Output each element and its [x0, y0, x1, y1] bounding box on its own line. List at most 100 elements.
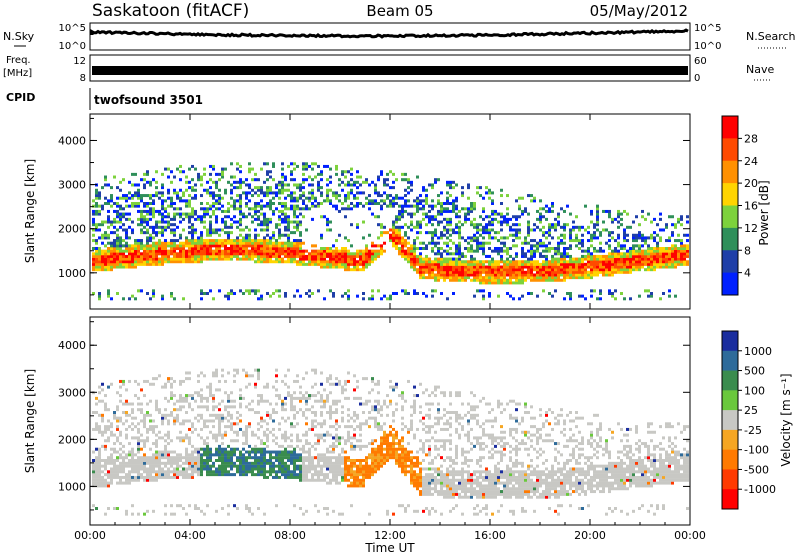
power-cell — [467, 250, 470, 253]
power-cell — [560, 266, 563, 269]
power-cell — [476, 226, 479, 229]
power-cell — [200, 215, 203, 218]
power-cell — [188, 215, 191, 218]
power-cell — [392, 221, 395, 224]
power-cell — [587, 231, 590, 234]
power-cell — [146, 244, 149, 247]
power-cell — [527, 276, 530, 279]
power-cell — [641, 234, 644, 237]
velocity-cell — [266, 428, 269, 431]
power-cell — [458, 276, 461, 279]
power-cell — [575, 263, 578, 266]
velocity-cell — [203, 397, 206, 400]
velocity-cell — [239, 419, 242, 422]
power-cell — [605, 266, 608, 269]
power-cell — [563, 210, 566, 213]
power-cell — [458, 255, 461, 258]
power-cell — [161, 173, 164, 176]
power-cell — [221, 258, 224, 261]
power-cell — [212, 202, 215, 205]
power-cell — [437, 210, 440, 213]
velocity-cell — [227, 513, 230, 516]
power-cell — [683, 250, 686, 253]
power-cell — [107, 268, 110, 271]
power-cell — [416, 258, 419, 261]
velocity-cell — [293, 467, 296, 470]
power-cell — [419, 223, 422, 226]
power-cell — [230, 255, 233, 258]
power-cell — [230, 191, 233, 194]
velocity-cell — [116, 408, 119, 411]
power-cell — [317, 205, 320, 208]
velocity-cell — [263, 462, 266, 465]
velocity-cell — [182, 470, 185, 473]
velocity-cell — [305, 403, 308, 406]
power-cell — [293, 239, 296, 242]
power-cell — [131, 194, 134, 197]
velocity-cell — [188, 453, 191, 456]
power-cell — [683, 234, 686, 237]
power-cell — [431, 242, 434, 245]
power-cell — [221, 252, 224, 255]
power-cell — [587, 255, 590, 258]
velocity-cell — [152, 425, 155, 428]
power-cell — [629, 266, 632, 269]
power-cell — [326, 255, 329, 258]
power-cell — [284, 213, 287, 216]
power-cell — [137, 197, 140, 200]
power-cell — [470, 271, 473, 274]
power-cell — [293, 199, 296, 202]
power-cell — [434, 215, 437, 218]
velocity-cell — [155, 473, 158, 476]
velocity-cell — [101, 419, 104, 422]
power-cell — [524, 266, 527, 269]
velocity-cell — [260, 397, 263, 400]
velocity-cell — [200, 388, 203, 391]
power-cell — [575, 268, 578, 271]
velocity-cell — [281, 417, 284, 420]
velocity-cell — [179, 400, 182, 403]
power-cell — [512, 258, 515, 261]
power-cell — [575, 260, 578, 263]
power-cell — [356, 223, 359, 226]
power-cell — [197, 218, 200, 221]
velocity-cell — [275, 403, 278, 406]
power-cell — [158, 250, 161, 253]
velocity-cell — [104, 467, 107, 470]
velocity-cell — [314, 414, 317, 417]
power-cell — [452, 273, 455, 276]
power-cell — [353, 258, 356, 261]
power-cell — [251, 221, 254, 224]
power-cell — [356, 255, 359, 258]
power-cell — [140, 258, 143, 261]
power-cell — [314, 199, 317, 202]
power-cell — [194, 260, 197, 263]
velocity-cell — [149, 419, 152, 422]
velocity-cell — [290, 425, 293, 428]
power-cell — [299, 247, 302, 250]
power-cell — [236, 194, 239, 197]
power-cell — [137, 202, 140, 205]
power-cell — [251, 250, 254, 253]
velocity-cell — [164, 456, 167, 459]
velocity-cell — [326, 448, 329, 451]
power-cell — [146, 221, 149, 224]
power-cell — [563, 260, 566, 263]
power-cell — [560, 260, 563, 263]
power-cell — [254, 250, 257, 253]
power-cell — [443, 242, 446, 245]
power-cell — [653, 236, 656, 239]
velocity-cell — [218, 473, 221, 476]
velocity-cell — [122, 465, 125, 468]
power-cell — [299, 194, 302, 197]
power-cell — [188, 205, 191, 208]
power-cell — [452, 258, 455, 261]
velocity-cell — [320, 383, 323, 386]
power-cell — [623, 252, 626, 255]
power-cell — [203, 258, 206, 261]
power-cell — [113, 210, 116, 213]
velocity-cell — [110, 453, 113, 456]
velocity-cell — [227, 445, 230, 448]
power-cell — [560, 252, 563, 255]
velocity-cell — [143, 456, 146, 459]
